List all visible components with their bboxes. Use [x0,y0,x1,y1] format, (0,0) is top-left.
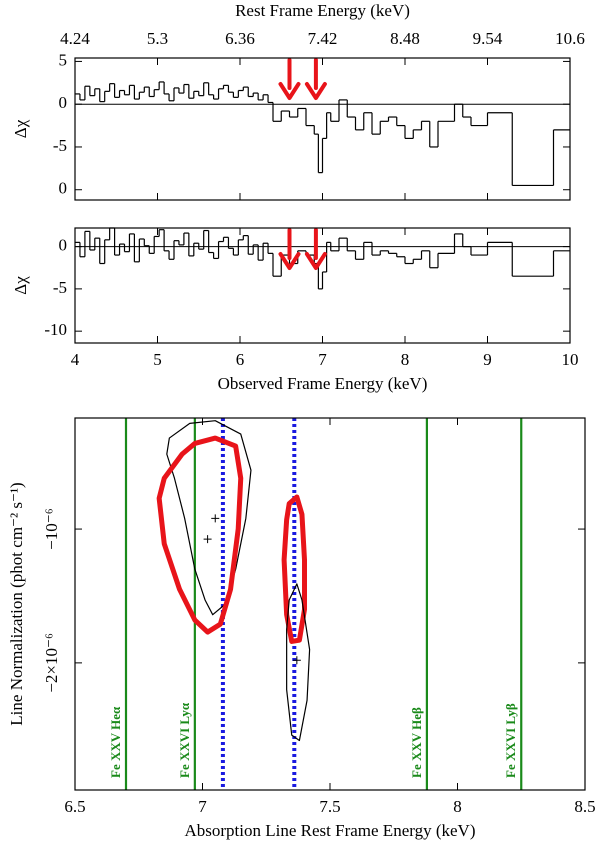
best-fit-point [292,656,301,665]
vline-label: Fe XXVI Lyα [177,702,192,778]
x-tick-label: 5 [153,350,162,369]
x2-tick-label: 6.36 [225,29,255,48]
x-tick-label: 9 [483,350,492,369]
x2-axis-title: Rest Frame Energy (keV) [235,1,410,20]
y-tick-label: -5 [53,136,67,155]
x-tick-label: 7 [318,350,327,369]
x-tick-label: 7 [198,797,207,816]
vline-label: Fe XXV Heα [108,706,123,778]
y-tick-label: −2×10⁻⁶ [42,633,61,693]
x-tick-label: 10 [562,350,579,369]
y-axis-title: Δχ [11,119,30,138]
y-tick-label: −10⁻⁶ [42,508,61,550]
y-tick-label: 5 [59,50,68,69]
vline-label: Fe XXV Heβ [409,707,424,778]
arrow [278,58,301,100]
x-tick-label: 7.5 [319,797,340,816]
y-tick-label: -5 [53,278,67,297]
arrow [304,228,327,270]
contour [286,583,311,742]
x-tick-label: 4 [71,350,80,369]
arrow [278,228,301,270]
x2-tick-label: 7.42 [308,29,338,48]
contour [281,494,307,644]
x-tick-label: 8 [453,797,462,816]
y-tick-label: 0 [59,236,68,255]
best-fit-point [203,535,212,544]
contour [156,435,244,635]
x-tick-label: 6.5 [64,797,85,816]
y-axis-title: Line Normalization (phot cm⁻² s⁻¹) [7,482,26,725]
plot-frame [74,417,586,791]
x-tick-label: 8 [401,350,410,369]
plot-frame [74,227,571,344]
plot-frame [74,57,571,201]
y-tick-label: -10 [44,320,67,339]
x2-tick-label: 5.3 [147,29,168,48]
x2-tick-label: 9.54 [473,29,503,48]
x-axis-title: Absorption Line Rest Frame Energy (keV) [185,821,476,840]
x2-tick-label: 8.48 [390,29,420,48]
y-tick-label: 0 [59,179,68,198]
vline-label: Fe XXVI Lyβ [503,703,518,778]
best-fit-point [211,514,220,523]
y-tick-label: 0 [59,93,68,112]
x-tick-label: 6 [236,350,245,369]
y-axis-title: Δχ [11,276,30,295]
x-axis-title: Observed Frame Energy (keV) [218,374,428,393]
arrow [304,58,327,100]
x2-tick-label: 10.6 [555,29,585,48]
x-tick-label: 8.5 [574,797,595,816]
x2-tick-label: 4.24 [60,29,90,48]
